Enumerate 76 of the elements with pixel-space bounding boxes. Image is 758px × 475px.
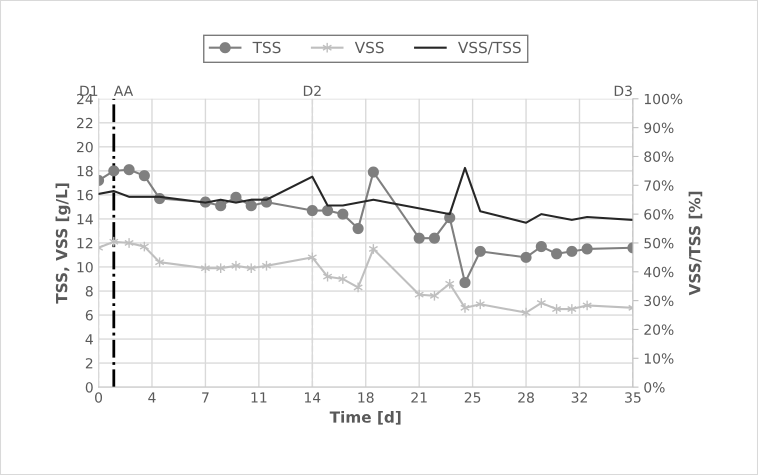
legend-label: VSS	[354, 42, 384, 54]
legend-label: TSS	[252, 42, 281, 54]
point	[582, 243, 593, 255]
x-tick-label: 14	[304, 392, 320, 403]
y-tick-label: 24	[77, 94, 93, 104]
point	[138, 170, 150, 182]
point	[124, 237, 134, 249]
point	[566, 246, 578, 257]
y-tick-label: 10	[78, 262, 93, 272]
y-tick-label: 16	[78, 190, 93, 200]
y2-tick-label: 10%	[644, 353, 674, 364]
point	[368, 166, 379, 178]
y2-tick-label: 0%	[644, 382, 665, 393]
point	[474, 246, 486, 257]
y-tick-label: 2	[86, 358, 92, 368]
x-tick-label: 28	[518, 392, 534, 403]
y-tick-label: 4	[86, 334, 93, 344]
legend-label: VSS/TSS	[458, 42, 521, 54]
y2-tick-label: 70%	[644, 180, 674, 191]
x-tick-label: 0	[95, 392, 102, 403]
ref-line-label: D1	[80, 86, 98, 96]
point	[230, 192, 242, 203]
y-axis-title: TSS, VSS [g/L]	[56, 184, 70, 304]
y-tick-label: 20	[77, 142, 93, 152]
y2-tick-label: 40%	[644, 266, 674, 278]
ref-line-label: D3	[614, 86, 632, 96]
ref-line-label: AA	[114, 86, 134, 96]
x-axis-title: Time [d]	[330, 410, 400, 425]
point	[322, 271, 332, 282]
point	[306, 204, 318, 216]
point	[139, 241, 150, 252]
point	[551, 248, 562, 260]
point	[108, 165, 120, 176]
point	[124, 164, 135, 176]
y2-tick-label: 20%	[644, 324, 674, 335]
point	[459, 277, 471, 288]
point	[536, 241, 547, 252]
point	[536, 297, 546, 309]
y2-axis-title: VSS/TSS [%]	[688, 192, 702, 296]
y-tick-label: 14	[78, 214, 93, 224]
point	[322, 204, 334, 216]
point	[368, 243, 378, 255]
y2-tick-label: 90%	[644, 122, 674, 134]
y-tick-label: 8	[86, 286, 93, 296]
line-series	[98, 166, 633, 224]
point	[352, 222, 364, 234]
y2-tick-label: 60%	[644, 209, 674, 220]
y-tick-label: 6	[86, 310, 93, 321]
point	[582, 300, 592, 311]
y2-tick-label: 100%	[644, 94, 682, 104]
x-tick-label: 7	[202, 392, 209, 403]
point	[353, 282, 364, 293]
y2-tick-label: 30%	[644, 296, 674, 306]
ref-line-label: D2	[304, 86, 321, 96]
point	[337, 208, 348, 220]
x-tick-label: 32	[572, 392, 587, 403]
point	[428, 232, 440, 244]
point	[246, 200, 257, 212]
y-tick-label: 22	[77, 118, 92, 128]
point	[215, 200, 226, 212]
x-tick-label: 25	[464, 392, 480, 403]
point	[552, 303, 562, 315]
x-tick-label: 21	[411, 392, 427, 403]
x-tick-label: 11	[252, 392, 266, 403]
y-tick-label: 18	[78, 166, 93, 176]
y2-tick-label: 80%	[644, 151, 674, 162]
point	[338, 273, 348, 285]
x-tick-label: 18	[358, 392, 374, 403]
x-tick-label: 4	[148, 392, 156, 403]
x-tick-label: 35	[625, 392, 641, 403]
point	[566, 303, 577, 315]
y2-tick-label: 50%	[644, 238, 674, 248]
point	[414, 232, 425, 244]
y-tick-label: 0	[86, 382, 93, 393]
point	[520, 252, 532, 263]
y-tick-label: 12	[78, 238, 92, 248]
